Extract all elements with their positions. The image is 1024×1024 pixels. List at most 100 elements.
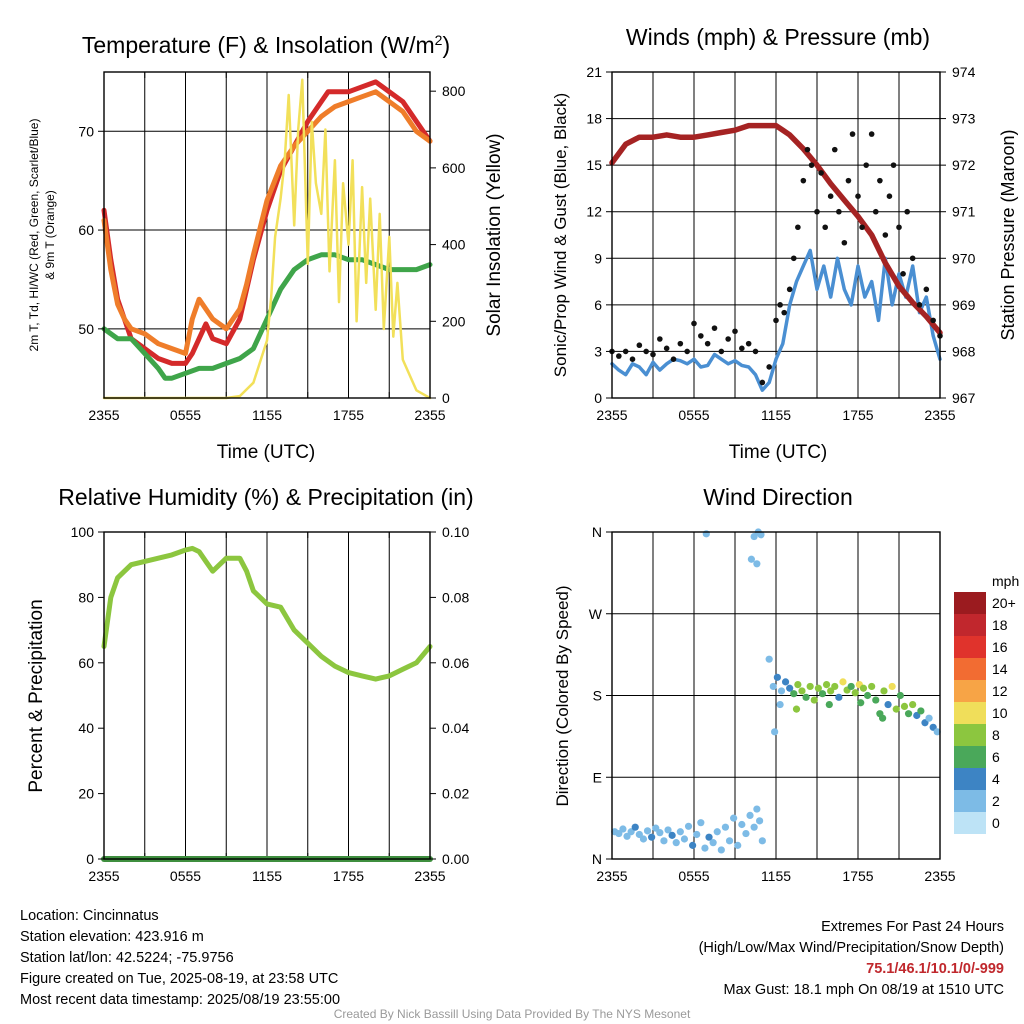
gust-point xyxy=(698,333,704,339)
x-tick-label: 1155 xyxy=(252,868,282,884)
y-tick-label-right: 0.02 xyxy=(442,786,469,802)
direction-point xyxy=(892,705,900,713)
y-tick-label-right: 200 xyxy=(442,313,466,329)
gust-point xyxy=(657,336,663,342)
direction-point xyxy=(794,681,802,689)
y-tick-label-left: 20 xyxy=(78,786,94,802)
x-tick-label: 1155 xyxy=(761,407,791,423)
direction-point xyxy=(702,530,710,538)
direction-point xyxy=(825,700,833,709)
x-tick-label: 2355 xyxy=(88,407,119,423)
gust-point xyxy=(896,224,902,231)
direction-point xyxy=(851,689,859,697)
y-tick-label-right: 970 xyxy=(952,250,976,266)
series-line xyxy=(101,89,433,356)
gust-point xyxy=(859,224,865,231)
colorbar-label: 8 xyxy=(992,727,1000,743)
extremes-title: Extremes For Past 24 Hours xyxy=(821,919,1004,935)
gust-point xyxy=(711,325,718,331)
y-tick-label-left: 50 xyxy=(78,321,94,337)
location-text: Location: Cincinnatus xyxy=(20,908,159,924)
direction-point xyxy=(859,684,868,692)
temperature-ylabel-left: 2m T, Td, HI/WC (Red, Green, Scarlet/Blu… xyxy=(27,119,41,352)
gust-point xyxy=(814,208,820,215)
direction-point xyxy=(753,560,761,568)
temperature-ylabel-left-2: & 9m T (Orange) xyxy=(43,190,57,280)
colorbar-label: 12 xyxy=(992,683,1008,699)
direction-point xyxy=(648,833,656,841)
x-tick-label: 1755 xyxy=(842,868,873,884)
colorbar-swatch xyxy=(954,658,986,680)
direction-point xyxy=(884,700,892,709)
gust-point xyxy=(831,146,838,153)
gust-point xyxy=(904,208,910,215)
y-tick-label-right: 0 xyxy=(442,390,450,406)
direction-tick-label: W xyxy=(589,606,603,622)
gust-point xyxy=(670,356,677,362)
x-tick-label: 0555 xyxy=(678,868,709,884)
gust-point xyxy=(739,345,745,352)
colorbar-label: 2 xyxy=(992,793,1000,809)
speed-colorbar: mph 20+ 18 16 14 12 10 8 6 4 2 0 xyxy=(954,573,1019,834)
direction-point xyxy=(917,707,925,715)
created-text: Figure created on Tue, 2025-08-19, at 23… xyxy=(20,971,339,987)
y-tick-label-left: 12 xyxy=(586,204,602,220)
humidity-line xyxy=(101,545,433,682)
gust-point xyxy=(877,177,883,184)
gust-point xyxy=(684,348,690,355)
gust-point xyxy=(923,286,930,293)
x-tick-label: 0555 xyxy=(170,407,201,423)
direction-point xyxy=(713,828,721,836)
direction-point xyxy=(909,700,917,709)
y-tick-label-left: 40 xyxy=(78,720,94,736)
direction-point xyxy=(660,837,668,845)
direction-point xyxy=(684,822,693,830)
direction-point xyxy=(818,690,827,698)
gust-point xyxy=(909,255,916,262)
gust-point xyxy=(616,353,622,359)
direction-point xyxy=(857,699,865,707)
direction-point xyxy=(822,681,831,689)
direction-point xyxy=(746,811,754,820)
gust-point xyxy=(886,193,893,199)
gust-point xyxy=(841,239,848,246)
colorbar-swatch xyxy=(954,768,986,790)
direction-tick-label: N xyxy=(592,851,602,867)
gust-point xyxy=(650,351,656,358)
y-tick-label-left: 15 xyxy=(586,157,602,173)
direction-point xyxy=(802,693,810,701)
y-tick-label-left: 9 xyxy=(594,250,602,266)
gust-point xyxy=(930,317,936,324)
y-tick-label-right: 973 xyxy=(952,111,976,127)
humidity-ylabel-left: Percent & Precipitation xyxy=(26,599,47,792)
y-tick-label-right: 0.00 xyxy=(442,851,469,867)
direction-point xyxy=(689,841,697,849)
gust-point xyxy=(622,348,629,355)
direction-point xyxy=(757,531,765,539)
x-tick-label: 0555 xyxy=(170,868,201,884)
y-tick-label-left: 70 xyxy=(78,123,94,139)
y-tick-label-right: 600 xyxy=(442,160,466,176)
y-tick-label-right: 0.10 xyxy=(442,524,469,540)
winds-panel: Winds (mph) & Pressure (mb) Sonic/Prop W… xyxy=(551,24,1018,463)
direction-point xyxy=(777,687,786,695)
x-tick-label: 2355 xyxy=(414,868,445,884)
gust-point xyxy=(759,379,766,386)
direction-point xyxy=(680,835,689,843)
winds-title: Winds (mph) & Pressure (mb) xyxy=(626,24,930,50)
direction-point xyxy=(742,829,750,838)
winds-ylabel-left: Sonic/Prop Wind & Gust (Blue, Black) xyxy=(551,93,570,377)
direction-point xyxy=(730,814,738,822)
direction-point xyxy=(806,682,814,691)
gust-point xyxy=(704,340,711,347)
gust-point xyxy=(849,131,856,137)
gust-point xyxy=(836,208,842,215)
direction-point xyxy=(639,835,648,843)
direction-point xyxy=(619,825,627,833)
y-tick-label-right: 800 xyxy=(442,83,466,99)
latlon-text: Station lat/lon: 42.5224; -75.9756 xyxy=(20,950,234,966)
extremes-values: 75.1/46.1/10.1/0/-999 xyxy=(866,961,1004,977)
x-tick-label: 0555 xyxy=(678,407,709,423)
x-tick-label: 2355 xyxy=(88,868,119,884)
